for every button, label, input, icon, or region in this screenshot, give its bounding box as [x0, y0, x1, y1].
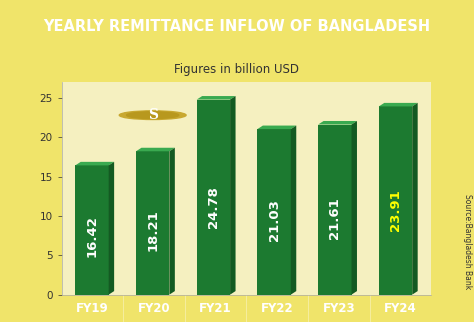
Text: FY19: FY19	[76, 302, 109, 315]
Text: 23.91: 23.91	[389, 189, 402, 231]
Text: FY21: FY21	[200, 302, 232, 315]
Polygon shape	[352, 121, 357, 295]
Circle shape	[127, 112, 179, 118]
Polygon shape	[379, 103, 418, 107]
Polygon shape	[197, 96, 236, 99]
Text: 18.21: 18.21	[146, 209, 159, 251]
Text: YEARLY REMITTANCE INFLOW OF BANGLADESH: YEARLY REMITTANCE INFLOW OF BANGLADESH	[44, 19, 430, 34]
Text: FY20: FY20	[138, 302, 170, 315]
Polygon shape	[136, 148, 175, 151]
Text: FY24: FY24	[384, 302, 417, 315]
Text: 21.03: 21.03	[268, 199, 281, 241]
Polygon shape	[257, 126, 296, 129]
Text: 21.61: 21.61	[328, 197, 341, 239]
Polygon shape	[109, 162, 114, 295]
Bar	[75, 166, 109, 295]
Bar	[197, 99, 230, 295]
Text: Source:Bangladesh Bank: Source:Bangladesh Bank	[463, 194, 472, 289]
Polygon shape	[75, 162, 114, 166]
Bar	[257, 129, 291, 295]
Circle shape	[119, 111, 186, 119]
Polygon shape	[169, 148, 175, 295]
Polygon shape	[291, 126, 296, 295]
Text: S: S	[148, 108, 158, 122]
Text: FY23: FY23	[323, 302, 355, 315]
Text: 24.78: 24.78	[207, 186, 220, 228]
Text: FY22: FY22	[261, 302, 293, 315]
Polygon shape	[230, 96, 236, 295]
Text: 16.42: 16.42	[85, 215, 99, 257]
Polygon shape	[318, 121, 357, 125]
Bar	[136, 151, 169, 295]
Bar	[318, 125, 352, 295]
Text: Figures in billion USD: Figures in billion USD	[174, 62, 300, 76]
Bar	[379, 107, 412, 295]
Polygon shape	[412, 103, 418, 295]
